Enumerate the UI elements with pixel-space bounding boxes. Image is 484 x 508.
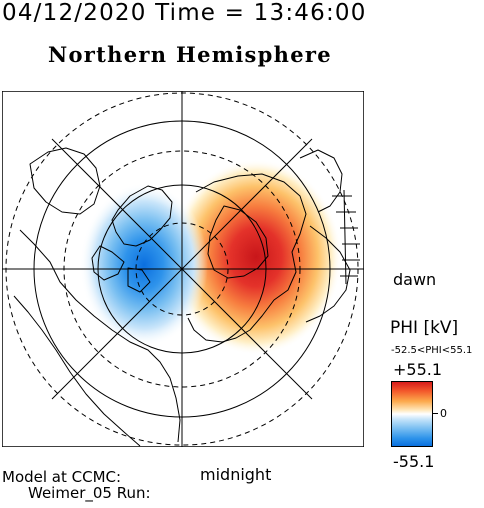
legend-title: PHI [kV] bbox=[390, 318, 459, 338]
legend-min-label: -55.1 bbox=[393, 452, 435, 471]
header-date-time: 04/12/2020 Time = 13:46:00 bbox=[2, 0, 367, 26]
graticule-fragment bbox=[332, 189, 360, 285]
model-credit-line2: Weimer_05 Run: bbox=[28, 484, 151, 502]
coastlines bbox=[13, 147, 351, 447]
color-scale-bar bbox=[391, 381, 433, 447]
meridian-diagonal bbox=[51, 138, 313, 400]
positive-potential-cell bbox=[170, 159, 342, 355]
midnight-label: midnight bbox=[200, 465, 272, 484]
pacific-coastline bbox=[13, 295, 141, 447]
dawn-label: dawn bbox=[393, 270, 437, 289]
hemisphere-title: Northern Hemisphere bbox=[48, 42, 332, 67]
negative-potential-cell bbox=[80, 183, 208, 347]
legend-max-label: +55.1 bbox=[393, 360, 443, 379]
north-america-coastline bbox=[19, 229, 181, 443]
legend-zero-label: 0 bbox=[440, 407, 447, 420]
europe-coastline bbox=[305, 225, 351, 323]
eurasia-coastline bbox=[187, 173, 307, 343]
scandinavia-coastline bbox=[299, 149, 343, 213]
color-scale-zero-tick bbox=[433, 413, 438, 414]
model-credit-line1: Model at CCMC: bbox=[2, 468, 122, 486]
siberia-coastline bbox=[207, 205, 269, 279]
polar-map-plot bbox=[2, 91, 364, 447]
legend-range: -52.5<PHI<55.1 bbox=[391, 345, 473, 356]
greenland-coastline bbox=[111, 185, 173, 247]
canadian-archipelago-coastline bbox=[91, 245, 151, 293]
alaska-coastline bbox=[29, 147, 101, 215]
